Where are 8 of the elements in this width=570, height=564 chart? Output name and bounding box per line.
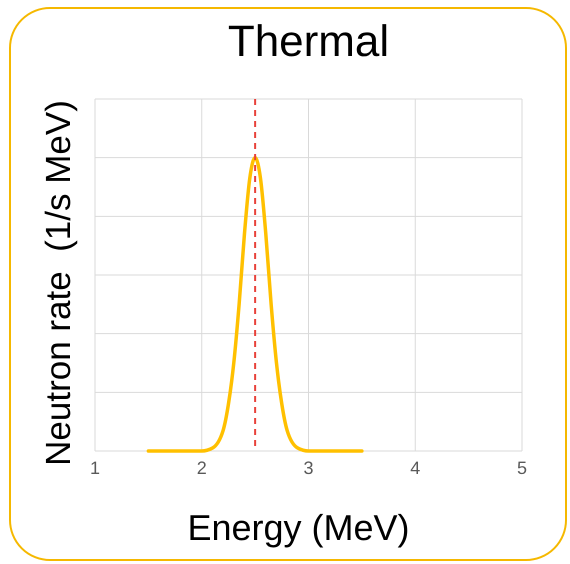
x-tick-label: 3 <box>303 458 314 478</box>
x-tick-label: 4 <box>410 458 420 478</box>
x-axis-title: Energy (MeV) <box>187 507 410 548</box>
x-tick-label: 5 <box>516 458 528 478</box>
x-tick-label: 1 <box>90 458 100 478</box>
chart-title: Thermal <box>228 17 390 66</box>
x-tick-label: 2 <box>196 458 207 478</box>
y-axis-title: Neutron rate (1/s MeV) <box>39 100 78 466</box>
